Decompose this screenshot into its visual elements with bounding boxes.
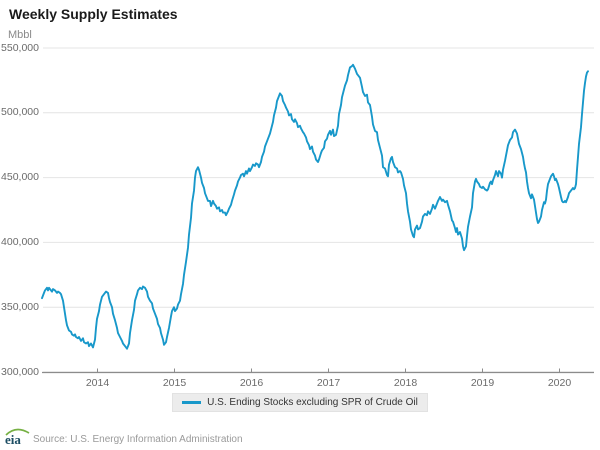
legend: U.S. Ending Stocks excluding SPR of Crud… <box>0 393 600 412</box>
y-tick-label: 500,000 <box>1 106 39 119</box>
source-text: Source: U.S. Energy Information Administ… <box>33 434 243 445</box>
y-axis-unit-label: Mbbl <box>8 29 32 41</box>
series-line[interactable] <box>41 63 589 350</box>
footer: eia Source: U.S. Energy Information Admi… <box>0 426 600 450</box>
y-tick-label: 350,000 <box>1 300 39 313</box>
legend-label: U.S. Ending Stocks excluding SPR of Crud… <box>207 397 418 408</box>
x-tick-label: 2017 <box>316 377 341 389</box>
x-tick-label: 2014 <box>85 377 110 389</box>
eia-logo: eia <box>4 428 32 448</box>
eia-logo-swoosh-icon <box>5 428 30 436</box>
x-tick-label: 2019 <box>470 377 495 389</box>
y-tick-label: 450,000 <box>1 171 39 184</box>
y-tick-label: 400,000 <box>1 235 39 248</box>
x-tick-label: 2016 <box>239 377 264 389</box>
legend-line-swatch <box>182 401 202 404</box>
x-tick-label: 2015 <box>162 377 187 389</box>
y-tick-label: 300,000 <box>1 365 39 378</box>
x-tick-label: 2018 <box>393 377 418 389</box>
chart-title: Weekly Supply Estimates <box>9 6 178 22</box>
y-tick-label: 550,000 <box>1 41 39 54</box>
eia-logo-text: eia <box>5 432 21 447</box>
legend-item[interactable]: U.S. Ending Stocks excluding SPR of Crud… <box>172 393 428 412</box>
x-tick-label: 2020 <box>547 377 572 389</box>
